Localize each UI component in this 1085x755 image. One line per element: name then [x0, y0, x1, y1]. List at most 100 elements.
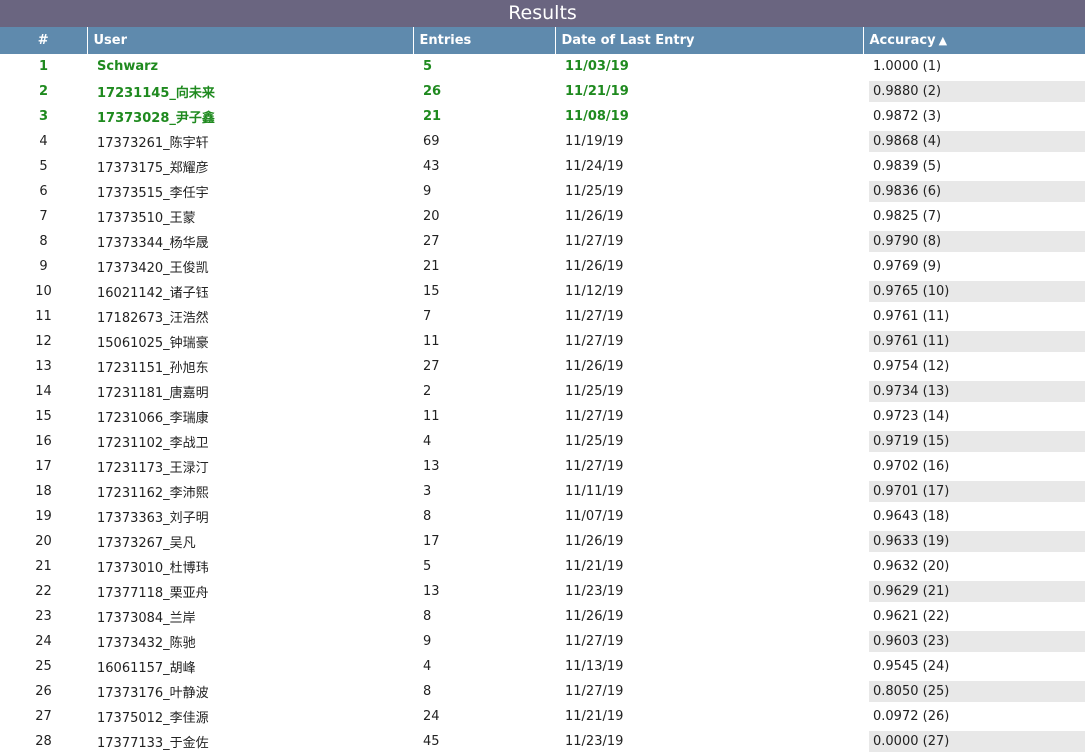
rank-cell: 23 [35, 609, 52, 624]
accuracy-cell: 0.9719 (15) [863, 429, 1085, 454]
table-row: 4 17373261_陈宇轩 69 11/19/19 0.9868 (4) [0, 129, 1085, 154]
date-cell: 11/08/19 [565, 109, 629, 124]
accuracy-cell: 0.9769 (9) [863, 254, 1085, 279]
accuracy-cell: 0.9702 (16) [863, 454, 1085, 479]
accuracy-value: 0.9629 (21) [869, 581, 1085, 602]
table-row: 3 17373028_尹子鑫 21 11/08/19 0.9872 (3) [0, 104, 1085, 129]
rank-cell: 24 [35, 634, 52, 649]
rank-cell: 7 [39, 209, 48, 224]
date-cell: 11/27/19 [565, 409, 624, 424]
entries-cell: 8 [423, 684, 432, 699]
rank-cell: 9 [39, 259, 48, 274]
entries-cell: 69 [423, 134, 440, 149]
accuracy-value: 0.9872 (3) [873, 109, 942, 124]
date-cell: 11/25/19 [565, 384, 624, 399]
column-header-rank[interactable]: # [0, 27, 88, 54]
entries-cell: 3 [423, 484, 432, 499]
entries-cell: 24 [423, 709, 440, 724]
accuracy-value: 0.9603 (23) [869, 631, 1085, 652]
table-row: 20 17373267_吴凡 17 11/26/19 0.9633 (19) [0, 529, 1085, 554]
date-cell: 11/21/19 [565, 559, 624, 574]
accuracy-value: 0.9643 (18) [873, 509, 950, 524]
accuracy-cell: 0.8050 (25) [863, 679, 1085, 704]
user-cell: Schwarz [97, 59, 159, 74]
date-cell: 11/27/19 [565, 634, 624, 649]
accuracy-cell: 0.9839 (5) [863, 154, 1085, 179]
rank-cell: 3 [38, 109, 49, 124]
table-row: 12 15061025_钟瑞豪 11 11/27/19 0.9761 (11) [0, 329, 1085, 354]
user-cell: 17373420_王俊凯 [97, 261, 209, 276]
accuracy-cell: 0.9761 (11) [863, 304, 1085, 329]
date-cell: 11/21/19 [565, 84, 629, 99]
accuracy-cell: 0.9545 (24) [863, 654, 1085, 679]
accuracy-cell: 0.9790 (8) [863, 229, 1085, 254]
date-cell: 11/13/19 [565, 659, 624, 674]
table-row: 18 17231162_李沛熙 3 11/11/19 0.9701 (17) [0, 479, 1085, 504]
rank-cell: 16 [35, 434, 52, 449]
entries-cell: 26 [423, 84, 442, 99]
accuracy-cell: 0.9825 (7) [863, 204, 1085, 229]
rank-cell: 1 [38, 59, 49, 74]
accuracy-value: 0.8050 (25) [869, 681, 1085, 702]
table-row: 19 17373363_刘子明 8 11/07/19 0.9643 (18) [0, 504, 1085, 529]
accuracy-cell: 1.0000 (1) [863, 54, 1085, 79]
date-cell: 11/27/19 [565, 459, 624, 474]
accuracy-value: 0.0000 (27) [869, 731, 1085, 752]
date-cell: 11/23/19 [565, 734, 624, 749]
date-cell: 11/26/19 [565, 359, 624, 374]
user-cell: 17231066_李瑞康 [97, 411, 209, 426]
column-header-entries[interactable]: Entries [413, 27, 556, 54]
rank-cell: 11 [35, 309, 52, 324]
user-cell: 17231145_向未来 [97, 86, 215, 101]
rank-cell: 25 [35, 659, 52, 674]
table-row: 28 17377133_于金佐 45 11/23/19 0.0000 (27) [0, 729, 1085, 754]
entries-cell: 17 [423, 534, 440, 549]
date-cell: 11/03/19 [565, 59, 629, 74]
date-cell: 11/24/19 [565, 159, 624, 174]
entries-cell: 43 [423, 159, 440, 174]
entries-cell: 9 [423, 184, 432, 199]
accuracy-cell: 0.9765 (10) [863, 279, 1085, 304]
table-row: 5 17373175_郑耀彦 43 11/24/19 0.9839 (5) [0, 154, 1085, 179]
accuracy-value: 0.9734 (13) [869, 381, 1085, 402]
rank-cell: 6 [39, 184, 48, 199]
column-header-accuracy[interactable]: Accuracy ▲ [863, 27, 1085, 54]
date-cell: 11/26/19 [565, 534, 624, 549]
accuracy-cell: 0.9632 (20) [863, 554, 1085, 579]
date-cell: 11/27/19 [565, 309, 624, 324]
rank-cell: 12 [35, 334, 52, 349]
date-cell: 11/12/19 [565, 284, 624, 299]
date-cell: 11/21/19 [565, 709, 624, 724]
triangle-up-icon[interactable]: ▲ [938, 34, 948, 47]
results-table: # User Entries Date of Last Entry Accura… [0, 27, 1085, 754]
user-cell: 17373084_兰岸 [97, 611, 196, 626]
date-cell: 11/26/19 [565, 609, 624, 624]
accuracy-value: 0.9765 (10) [869, 281, 1085, 302]
table-row: 17 17231173_王渌汀 13 11/27/19 0.9702 (16) [0, 454, 1085, 479]
column-header-date[interactable]: Date of Last Entry [555, 27, 864, 54]
column-header-user[interactable]: User [87, 27, 414, 54]
user-cell: 17373344_杨华晟 [97, 236, 209, 251]
accuracy-cell: 0.0972 (26) [863, 704, 1085, 729]
page-title: Results [508, 2, 577, 24]
table-row: 7 17373510_王蒙 20 11/26/19 0.9825 (7) [0, 204, 1085, 229]
user-cell: 17373432_陈驰 [97, 636, 196, 651]
accuracy-value: 0.9723 (14) [873, 409, 950, 424]
entries-cell: 2 [423, 384, 432, 399]
rank-cell: 17 [35, 459, 52, 474]
rank-cell: 13 [35, 359, 52, 374]
user-cell: 17377118_栗亚舟 [97, 586, 209, 601]
user-cell: 17373363_刘子明 [97, 511, 209, 526]
table-row: 9 17373420_王俊凯 21 11/26/19 0.9769 (9) [0, 254, 1085, 279]
accuracy-cell: 0.9761 (11) [863, 329, 1085, 354]
accuracy-value: 0.9825 (7) [873, 209, 942, 224]
table-row: 6 17373515_李任宇 9 11/25/19 0.9836 (6) [0, 179, 1085, 204]
entries-cell: 13 [423, 584, 440, 599]
rank-cell: 10 [35, 284, 52, 299]
user-cell: 17373010_杜博玮 [97, 561, 209, 576]
accuracy-cell: 0.9633 (19) [863, 529, 1085, 554]
entries-cell: 21 [423, 259, 440, 274]
accuracy-cell: 0.9621 (22) [863, 604, 1085, 629]
accuracy-value: 0.9754 (12) [873, 359, 950, 374]
user-cell: 17373267_吴凡 [97, 536, 196, 551]
